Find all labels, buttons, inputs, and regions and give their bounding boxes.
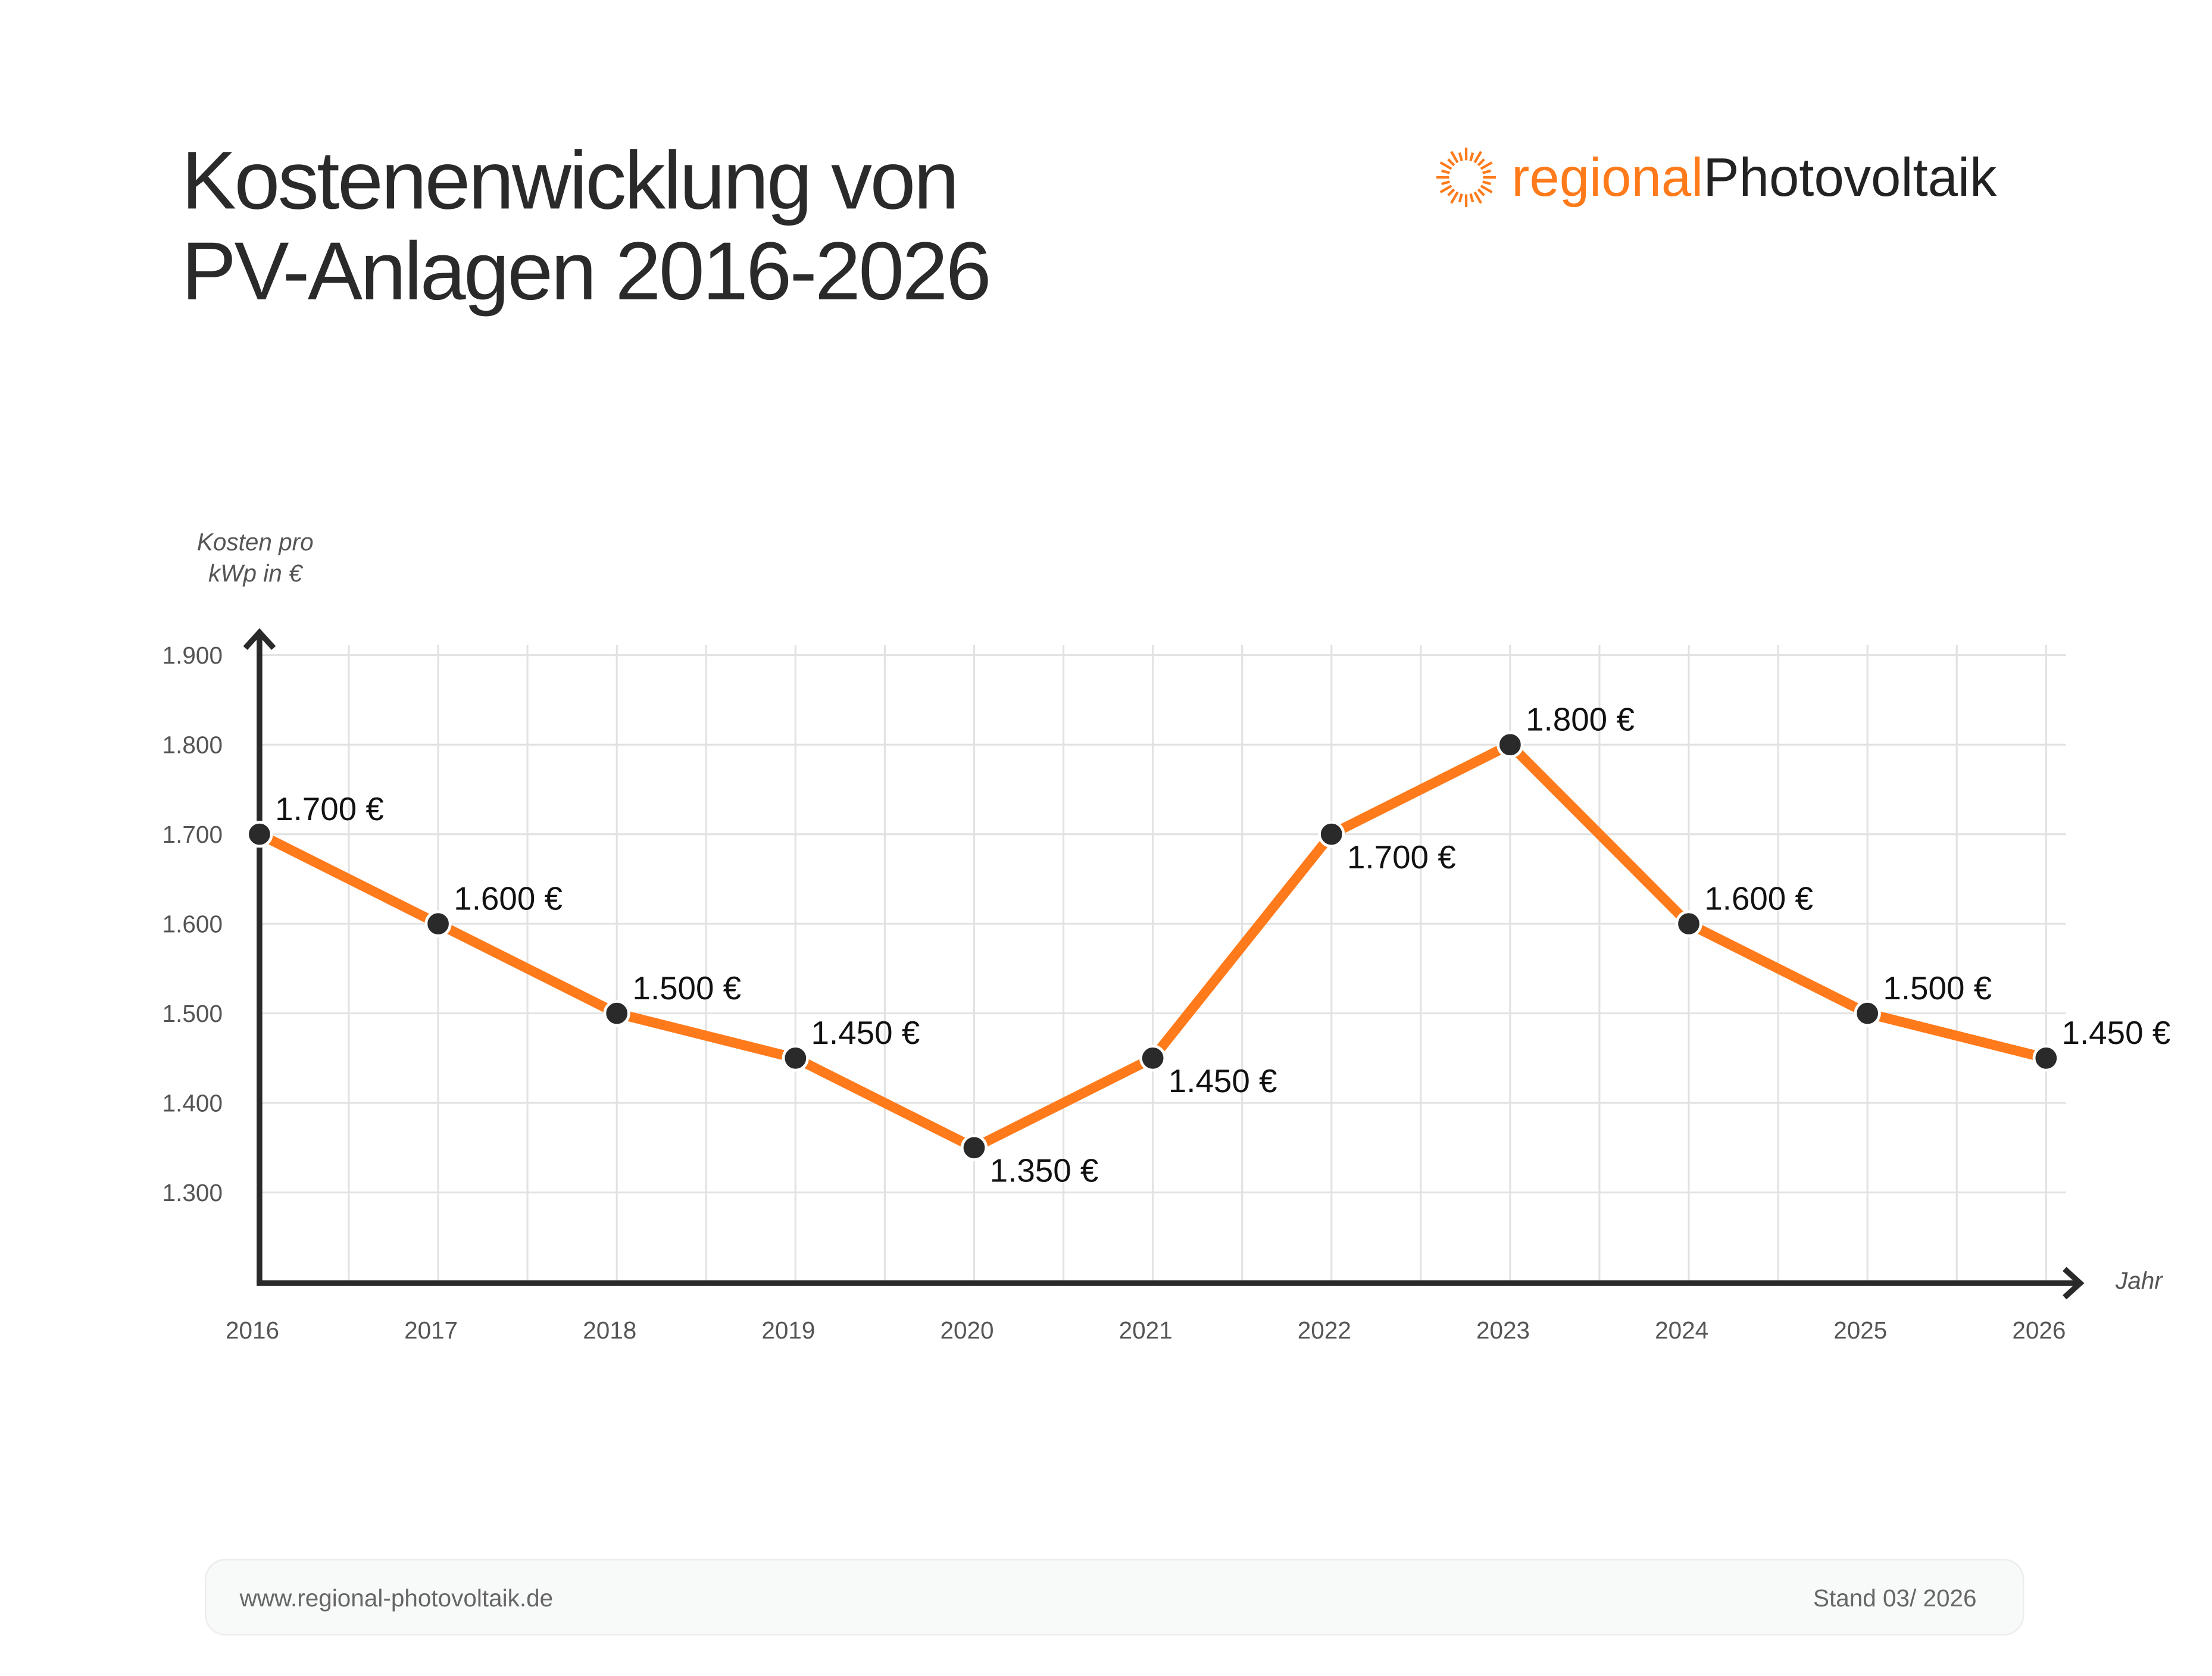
sun-ray xyxy=(1480,161,1493,170)
footer: www.regional-photovoltaik.de Stand 03/ 2… xyxy=(205,1559,2024,1636)
svg-text:regionalPhotovoltaik: regionalPhotovoltaik xyxy=(1511,148,1997,208)
x-tick-label: 2025 xyxy=(1833,1317,1887,1344)
sun-rays-icon xyxy=(1436,147,1496,207)
data-point xyxy=(1139,1045,1167,1072)
sun-ray xyxy=(1439,185,1452,193)
x-tick-label: 2018 xyxy=(583,1317,636,1344)
sun-ray xyxy=(1447,188,1455,196)
data-label: 1.500 € xyxy=(632,970,741,1006)
data-label: 1.800 € xyxy=(1526,701,1635,737)
sun-ray xyxy=(1480,185,1493,193)
data-label: 1.350 € xyxy=(990,1152,1099,1189)
data-point xyxy=(2032,1045,2060,1072)
logo-photovoltaik: Photovoltaik xyxy=(1703,148,1997,208)
footer-url[interactable]: www.regional-photovoltaik.de xyxy=(239,1584,554,1612)
sun-ray xyxy=(1473,191,1482,204)
data-point xyxy=(424,910,452,937)
x-axis-label: Jahr xyxy=(2115,1267,2163,1294)
data-point xyxy=(1318,821,1345,848)
footer-date: Stand 03/ 2026 xyxy=(1813,1584,1977,1612)
y-tick-label: 1.600 xyxy=(163,910,223,937)
series-line: 1.700 € 1.600 € 1.500 € 1.450 € 1.350 € 1.450… xyxy=(246,701,2171,1189)
data-label: 1.500 € xyxy=(1883,970,1992,1006)
data-point xyxy=(246,821,273,848)
data-point xyxy=(1675,910,1702,937)
data-label: 1.450 € xyxy=(2062,1014,2171,1051)
sun-ray xyxy=(1469,193,1474,202)
sun-ray xyxy=(1450,191,1459,204)
sun-ray xyxy=(1482,169,1492,174)
x-tick-label: 2021 xyxy=(1119,1317,1173,1344)
logo-regional: regional xyxy=(1511,148,1703,208)
data-label: 1.450 € xyxy=(811,1014,920,1051)
sun-ray xyxy=(1482,180,1492,186)
x-tick-label: 2020 xyxy=(941,1317,994,1344)
page-title-line2: PV-Anlagen 2016-2026 xyxy=(182,226,989,317)
sun-ray xyxy=(1469,152,1474,161)
axes xyxy=(243,628,2085,1300)
data-point xyxy=(603,999,630,1027)
y-tick-label: 1.700 xyxy=(163,821,223,848)
x-tick-label: 2016 xyxy=(226,1317,279,1344)
data-label: 1.600 € xyxy=(1704,880,1813,917)
y-tick-label: 1.400 xyxy=(163,1089,223,1117)
y-tick-label: 1.500 xyxy=(163,1000,223,1027)
tick-labels: 1.300 1.400 1.500 1.600 1.700 1.800 1.900 2016 2… xyxy=(163,642,2066,1344)
x-tick-label: 2019 xyxy=(761,1317,815,1344)
sun-ray xyxy=(1477,158,1485,167)
y-tick-label: 1.900 xyxy=(163,642,223,669)
x-tick-label: 2017 xyxy=(404,1317,458,1344)
x-tick-label: 2024 xyxy=(1655,1317,1708,1344)
sun-ray xyxy=(1450,151,1459,164)
data-point xyxy=(1854,999,1881,1027)
data-label: 1.700 € xyxy=(1347,839,1456,875)
y-tick-label: 1.800 xyxy=(163,731,223,758)
grid xyxy=(259,645,2066,1283)
sun-ray xyxy=(1439,161,1452,170)
sun-ray xyxy=(1447,158,1455,167)
y-tick-label: 1.300 xyxy=(163,1179,223,1206)
x-tick-label: 2022 xyxy=(1298,1317,1351,1344)
x-tick-label: 2026 xyxy=(2012,1317,2066,1344)
data-label: 1.700 € xyxy=(275,790,384,827)
page-title-line1: Kostenenwicklung von xyxy=(182,135,957,226)
x-axis xyxy=(257,1267,2085,1300)
sun-ray xyxy=(1473,151,1482,164)
y-axis xyxy=(243,628,276,1283)
data-point xyxy=(1496,731,1524,758)
x-tick-label: 2023 xyxy=(1476,1317,1530,1344)
sun-ray xyxy=(1441,169,1450,174)
sun-ray xyxy=(1458,193,1463,202)
data-label: 1.450 € xyxy=(1169,1062,1277,1099)
footer-box xyxy=(205,1559,2024,1636)
sun-ray xyxy=(1441,180,1450,186)
y-axis-label-line1: Kosten pro xyxy=(197,528,314,555)
logo: regionalPhotovoltaik xyxy=(1436,148,1997,208)
y-axis-label-line2: kWp in € xyxy=(208,559,304,587)
data-point xyxy=(960,1134,988,1161)
data-label: 1.600 € xyxy=(454,880,563,917)
sun-ray xyxy=(1458,152,1463,161)
data-point xyxy=(782,1045,809,1072)
sun-ray xyxy=(1477,188,1485,196)
